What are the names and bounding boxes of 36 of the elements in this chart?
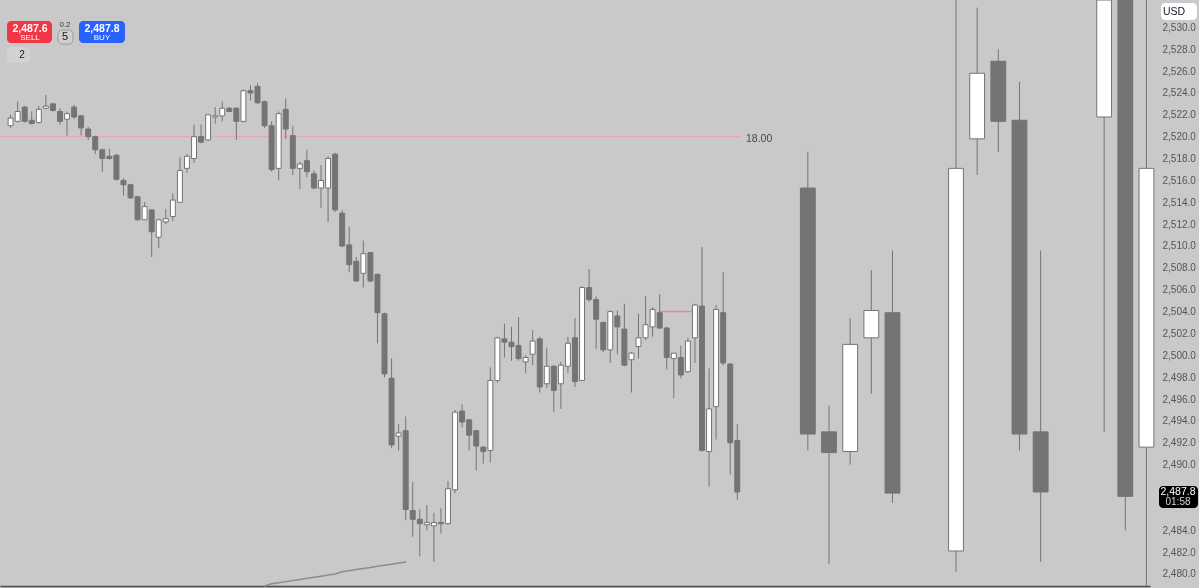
y-tick-label: 2,494.0 — [1162, 415, 1197, 427]
text: USD — [1162, 4, 1186, 17]
y-tick-label: 2,510.0 — [1162, 240, 1197, 252]
annotation: 2,487.6 — [12, 21, 48, 34]
y-tick-label: 2,522.0 — [1162, 109, 1197, 121]
y-tick-label: 2,506.0 — [1162, 284, 1197, 296]
y-tick-label: 2,530.0 — [1162, 21, 1197, 33]
y-tick-label: 2,512.0 — [1162, 218, 1197, 230]
annotation: SELL — [20, 33, 41, 42]
y-tick-label: 2,490.0 — [1162, 459, 1197, 471]
y-tick-label: 2,500.0 — [1162, 349, 1197, 361]
annotation: BUY — [93, 33, 111, 42]
y-tick-label: 2,496.0 — [1162, 393, 1197, 405]
annotation: 5 — [61, 30, 69, 42]
line-series — [263, 561, 407, 587]
y-tick-label: 2,528.0 — [1162, 43, 1197, 55]
y-tick-label: 2,498.0 — [1162, 371, 1197, 383]
y-tick-label: 2,508.0 — [1162, 262, 1197, 274]
annotation: 0.2 — [59, 19, 72, 29]
y-tick-label: 2,524.0 — [1162, 87, 1197, 99]
y-tick-label: 2,492.0 — [1162, 437, 1197, 449]
annotation: 18.00 — [746, 131, 773, 144]
y-tick-label: 2,502.0 — [1162, 327, 1197, 339]
y-tick-label: 2,504.0 — [1162, 306, 1197, 318]
y-tick-label: 2,480.0 — [1162, 568, 1197, 580]
y-tick-label: 2,520.0 — [1162, 131, 1197, 143]
y-tick-label: 2,518.0 — [1162, 153, 1197, 165]
y-tick-label: 2,484.0 — [1162, 524, 1197, 536]
y-tick-label: 2,516.0 — [1162, 174, 1197, 186]
y-tick-label: 2,514.0 — [1162, 196, 1197, 208]
text: 01:58 — [1165, 496, 1191, 507]
y-tick-label: 2,482.0 — [1162, 546, 1197, 558]
annotation: 2 — [19, 49, 26, 60]
text: 2,487.8 — [1160, 484, 1196, 497]
y-tick-label: 2,526.0 — [1162, 65, 1197, 77]
annotation: 2,487.8 — [84, 21, 120, 34]
